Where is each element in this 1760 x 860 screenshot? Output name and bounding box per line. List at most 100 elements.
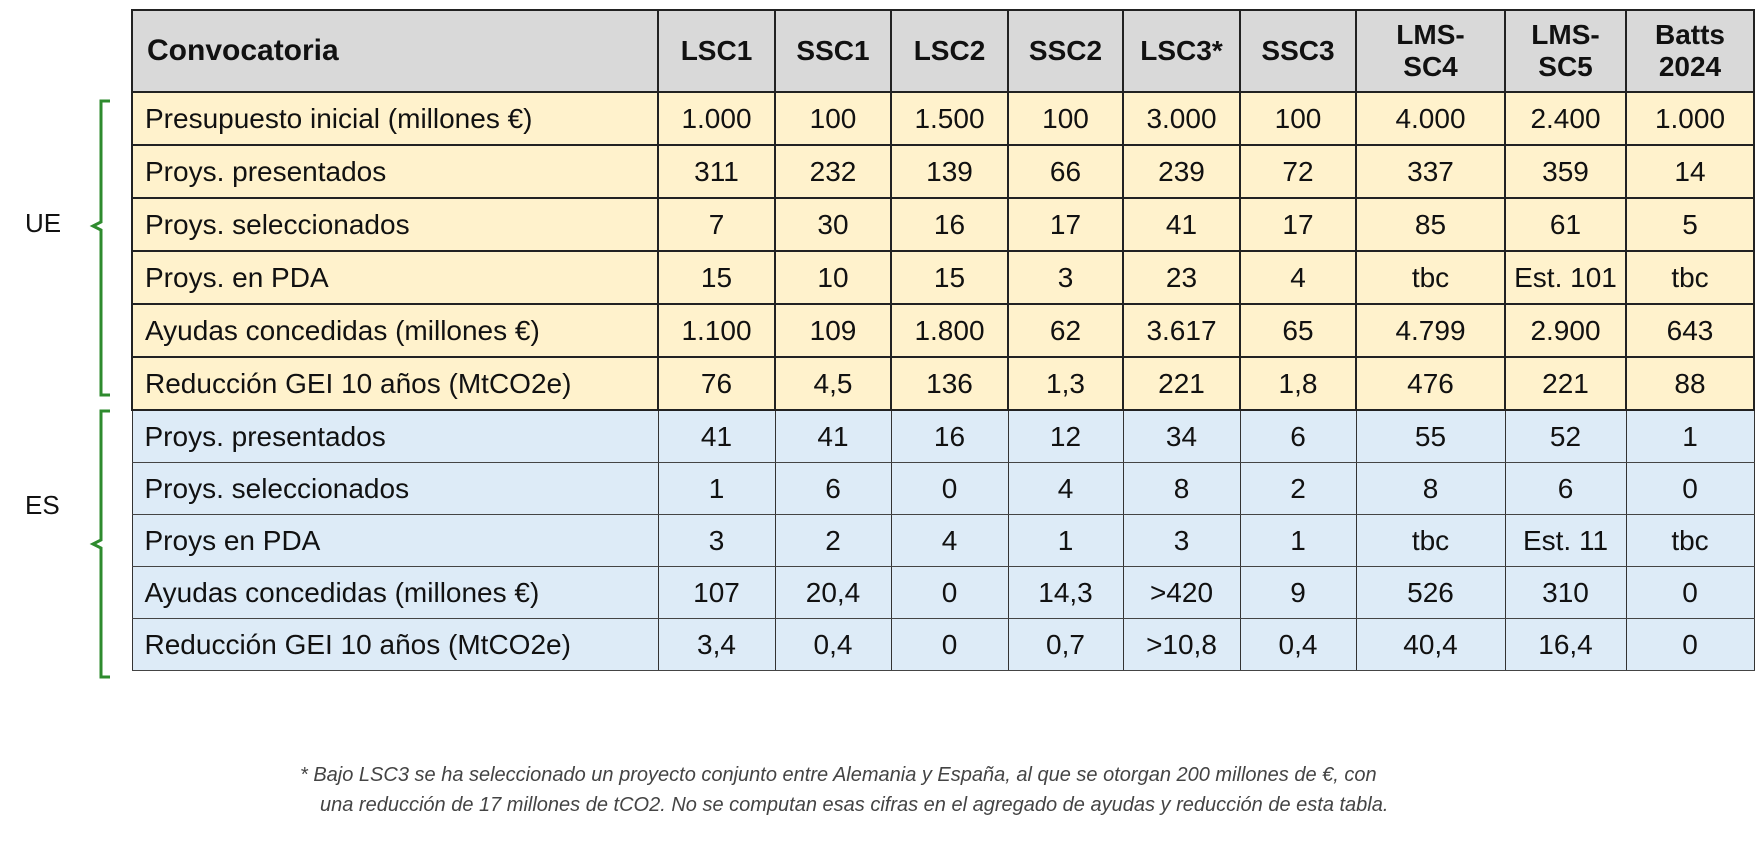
table-cell: 0 (890, 462, 1009, 515)
table-cell: 41 (774, 409, 892, 463)
table-cell: 7 (657, 197, 776, 252)
table-cell: 0 (890, 566, 1009, 619)
header-lms-sc4: LMS-SC4 (1355, 9, 1506, 93)
table-cell: 76 (657, 356, 776, 411)
table-cell: 85 (1355, 197, 1506, 252)
table-row: Proys. presentados 311 232 139 66 239 72 337 359… (131, 144, 1755, 199)
table-cell: 16 (890, 409, 1009, 463)
table-cell: 66 (1007, 144, 1124, 199)
table-cell: 23 (1122, 250, 1241, 305)
table-cell: 12 (1007, 409, 1124, 463)
group-label-es: ES (25, 490, 60, 520)
header-lsc2: LSC2 (890, 9, 1009, 93)
table-row: Proys en PDA 3 2 4 1 3 1 tbc Est. 11 tbc (131, 514, 1755, 567)
table-cell: 232 (774, 144, 892, 199)
table-cell: tbc (1355, 250, 1506, 305)
table-row: Reducción GEI 10 años (MtCO2e) 76 4,5 136 1,… (131, 356, 1755, 411)
convocatorias-table: Convocatoria LSC1 SSC1 LSC2 SSC2 LSC3* SSC3 LMS… (131, 9, 1755, 671)
table-cell: 6 (774, 462, 892, 515)
table-cell: 20,4 (774, 566, 892, 619)
table-cell: 0 (1625, 618, 1755, 671)
table-cell: 3 (1122, 514, 1241, 567)
header-lsc1: LSC1 (657, 9, 776, 93)
table-cell: 0 (1625, 566, 1755, 619)
row-label: Proys. en PDA (131, 250, 659, 305)
table-cell: 8 (1122, 462, 1241, 515)
table-cell: 41 (1122, 197, 1241, 252)
table-cell: 5 (1625, 197, 1755, 252)
table-cell: 100 (1007, 91, 1124, 146)
table-cell: 0,7 (1007, 618, 1124, 671)
table-cell: 1 (1007, 514, 1124, 567)
table-cell: 6 (1239, 409, 1357, 463)
header-lms-sc5: LMS-SC5 (1504, 9, 1627, 93)
header-label: LMS-SC4 (1396, 19, 1465, 82)
header-ssc2: SSC2 (1007, 9, 1124, 93)
table-cell: 4.799 (1355, 303, 1506, 358)
header-ssc1: SSC1 (774, 9, 892, 93)
header-row: Convocatoria LSC1 SSC1 LSC2 SSC2 LSC3* SSC3 LMS… (131, 9, 1755, 93)
table-cell: 16,4 (1504, 618, 1627, 671)
table-cell: 0 (1625, 462, 1755, 515)
table-cell: 88 (1625, 356, 1755, 411)
table-cell: 34 (1122, 409, 1241, 463)
table-cell: 337 (1355, 144, 1506, 199)
table-cell: 526 (1355, 566, 1506, 619)
table-cell: 4 (1007, 462, 1124, 515)
table-cell: 41 (657, 409, 776, 463)
table-cell: 15 (657, 250, 776, 305)
table-row: Ayudas concedidas (millones €) 1.100 109 1.… (131, 303, 1755, 358)
table-cell: 1.500 (890, 91, 1009, 146)
table-cell: 1.000 (657, 91, 776, 146)
table-cell: 2.400 (1504, 91, 1627, 146)
table-cell: 16 (890, 197, 1009, 252)
table-cell: 17 (1239, 197, 1357, 252)
table-cell: 72 (1239, 144, 1357, 199)
table-cell: >420 (1122, 566, 1241, 619)
table-cell: 476 (1355, 356, 1506, 411)
table-cell: 1.100 (657, 303, 776, 358)
table-cell: tbc (1355, 514, 1506, 567)
header-lsc3-: LSC3* (1122, 9, 1241, 93)
header-batts-2024: Batts 2024 (1625, 9, 1755, 93)
header-label: LMS-SC5 (1531, 19, 1600, 82)
table-row: Proys. seleccionados 1 6 0 4 8 2 8 6 0 (131, 462, 1755, 515)
row-label: Proys. presentados (131, 409, 659, 463)
table-cell: 15 (890, 250, 1009, 305)
table-cell: 62 (1007, 303, 1124, 358)
row-label: Ayudas concedidas (millones €) (131, 566, 659, 619)
table-cell: 3 (1007, 250, 1124, 305)
header-label: Batts 2024 (1654, 19, 1725, 82)
table-cell: 311 (657, 144, 776, 199)
ue-bracket-icon (89, 99, 110, 397)
table-cell: 136 (890, 356, 1009, 411)
table-cell: 4,5 (774, 356, 892, 411)
table-cell: 310 (1504, 566, 1627, 619)
table-cell: 1,3 (1007, 356, 1124, 411)
es-bracket-icon (89, 409, 110, 679)
table-cell: 4 (1239, 250, 1357, 305)
row-label: Reducción GEI 10 años (MtCO2e) (131, 356, 659, 411)
table-cell: 643 (1625, 303, 1755, 358)
table-cell: 221 (1122, 356, 1241, 411)
table-cell: 1 (657, 462, 776, 515)
table-cell: 100 (1239, 91, 1357, 146)
group-label-ue: UE (25, 208, 62, 238)
header-ssc3: SSC3 (1239, 9, 1357, 93)
footnote: * Bajo LSC3 se ha seleccionado un proyec… (300, 760, 1700, 820)
table-cell: 10 (774, 250, 892, 305)
table-cell: 61 (1504, 197, 1627, 252)
footnote-line-1: * Bajo LSC3 se ha seleccionado un proyec… (300, 764, 1377, 786)
table-cell: 107 (657, 566, 776, 619)
table-cell: 30 (774, 197, 892, 252)
row-label: Proys. presentados (131, 144, 659, 199)
table-cell: 14,3 (1007, 566, 1124, 619)
table-cell: Est. 101 (1504, 250, 1627, 305)
table-cell: 359 (1504, 144, 1627, 199)
table-cell: 52 (1504, 409, 1627, 463)
table-cell: 4 (890, 514, 1009, 567)
table-cell: 14 (1625, 144, 1755, 199)
row-label: Proys. seleccionados (131, 462, 659, 515)
table-cell: 2.900 (1504, 303, 1627, 358)
table-cell: 239 (1122, 144, 1241, 199)
